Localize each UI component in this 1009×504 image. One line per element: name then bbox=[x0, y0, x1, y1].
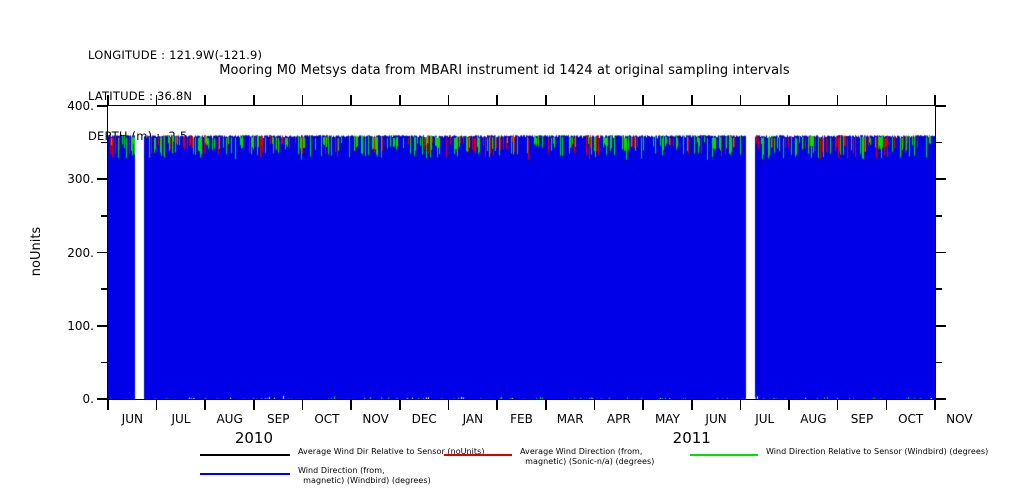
y-tick-major-right bbox=[935, 178, 946, 181]
legend-red: Average Wind Direction (from, magnetic) … bbox=[444, 447, 654, 466]
y-tick-minor-right bbox=[935, 288, 942, 290]
x-tick-top bbox=[739, 95, 742, 106]
x-tick-top bbox=[934, 95, 936, 106]
x-tick-label: MAY bbox=[654, 412, 680, 426]
x-tick-top bbox=[204, 95, 207, 106]
y-tick-major-right bbox=[935, 324, 946, 327]
x-tick-label: NOV bbox=[362, 412, 389, 426]
y-tick-minor bbox=[101, 288, 108, 290]
y-axis-title-label: noUnits bbox=[29, 226, 45, 277]
x-tick-label: AUG bbox=[216, 412, 243, 426]
latitude-text: LATITUDE : 36.8N bbox=[88, 88, 193, 103]
y-tick-minor bbox=[101, 215, 108, 217]
legend-green: Wind Direction Relative to Sensor (Windb… bbox=[690, 447, 988, 457]
y-tick-label: 200. bbox=[67, 245, 94, 260]
x-tick-top bbox=[593, 95, 596, 106]
legend-label: Average Wind Dir Relative to Sensor (noU… bbox=[298, 447, 485, 456]
x-tick-label: JUN bbox=[705, 412, 727, 426]
x-tick-bottom bbox=[447, 399, 450, 410]
x-tick-top bbox=[836, 95, 839, 106]
y-tick-major bbox=[97, 105, 108, 107]
x-tick-bottom bbox=[301, 399, 304, 410]
x-tick-top bbox=[301, 95, 304, 106]
x-tick-top bbox=[496, 95, 498, 106]
x-tick-bottom bbox=[204, 399, 207, 410]
legend-color-swatch bbox=[444, 454, 512, 456]
y-tick-label: 400. bbox=[67, 99, 94, 113]
x-tick-bottom bbox=[253, 399, 255, 410]
x-tick-top bbox=[642, 95, 644, 106]
x-tick-label: JUL bbox=[755, 412, 775, 426]
x-tick-bottom bbox=[836, 399, 839, 410]
x-tick-bottom bbox=[642, 399, 644, 410]
x-tick-bottom bbox=[690, 399, 693, 410]
x-tick-label: JAN bbox=[462, 412, 484, 426]
y-tick-major bbox=[97, 324, 108, 327]
y-tick-label: 0. bbox=[82, 392, 94, 406]
x-tick-top bbox=[788, 95, 790, 106]
x-tick-label: APR bbox=[606, 412, 631, 426]
x-tick-label: OCT bbox=[314, 412, 340, 426]
y-tick-minor-right bbox=[935, 361, 942, 364]
y-tick-major bbox=[97, 251, 108, 254]
x-tick-bottom bbox=[155, 399, 158, 410]
x-tick-bottom bbox=[934, 399, 936, 410]
x-axis-year-label: 2011 bbox=[672, 429, 711, 447]
legend-blue: Wind Direction (from, magnetic) (Windbir… bbox=[200, 466, 431, 485]
x-tick-label: SEP bbox=[267, 412, 290, 426]
x-tick-label: OCT bbox=[898, 412, 924, 426]
x-tick-top bbox=[447, 95, 450, 106]
longitude-text: LONGITUDE : 121.9W(-121.9) bbox=[88, 48, 263, 62]
legend-color-swatch bbox=[200, 473, 290, 475]
y-tick-minor bbox=[101, 361, 108, 364]
x-tick-bottom bbox=[545, 399, 547, 410]
y-tick-minor-right bbox=[935, 215, 942, 217]
y-tick-major-right bbox=[935, 398, 946, 400]
legend-label: Wind Direction (from, magnetic) (Windbir… bbox=[298, 466, 431, 485]
chart-title: Mooring M0 Metsys data from MBARI instru… bbox=[219, 63, 790, 78]
x-tick-label: NOV bbox=[946, 412, 973, 426]
legend-color-swatch bbox=[200, 454, 290, 456]
timeseries-plot-canvas bbox=[108, 106, 935, 399]
x-tick-top bbox=[107, 95, 109, 106]
x-tick-bottom bbox=[593, 399, 596, 410]
x-tick-label: FEB bbox=[510, 412, 533, 426]
y-tick-label: 100. bbox=[67, 318, 94, 333]
legend-black: Average Wind Dir Relative to Sensor (noU… bbox=[200, 447, 485, 457]
x-tick-top bbox=[350, 95, 353, 106]
x-tick-bottom bbox=[350, 399, 353, 410]
x-tick-bottom bbox=[885, 399, 888, 410]
y-tick-minor bbox=[101, 141, 108, 144]
y-axis-title: noUnits bbox=[28, 105, 46, 398]
legend-label: Average Wind Direction (from, magnetic) … bbox=[520, 447, 655, 466]
y-tick-major-right bbox=[935, 251, 946, 254]
plot-frame: 0. 100. 200. 300. 400. JUN JUL AUG SEP OCT NOV DEC J… bbox=[67, 95, 973, 447]
x-tick-label: JUL bbox=[171, 412, 191, 426]
y-tick-major-right bbox=[935, 105, 946, 107]
x-tick-label: MAR bbox=[556, 412, 584, 426]
x-tick-top bbox=[545, 95, 547, 106]
y-tick-label: 300. bbox=[67, 172, 94, 187]
x-tick-label: SEP bbox=[850, 412, 874, 426]
x-tick-bottom bbox=[496, 399, 498, 410]
x-axis-year-label: 2010 bbox=[234, 429, 274, 447]
x-tick-label: JUN bbox=[121, 412, 143, 426]
x-tick-bottom bbox=[107, 399, 109, 410]
y-tick-minor-right bbox=[935, 141, 942, 144]
y-tick-major bbox=[97, 178, 108, 181]
x-tick-bottom bbox=[739, 399, 742, 410]
legend-label: Wind Direction Relative to Sensor (Windb… bbox=[766, 447, 989, 456]
x-tick-top bbox=[690, 95, 693, 106]
x-tick-label: AUG bbox=[800, 412, 827, 426]
x-tick-top bbox=[399, 95, 401, 106]
x-tick-bottom bbox=[788, 399, 790, 410]
x-tick-label: DEC bbox=[411, 412, 437, 426]
chart-legend: Average Wind Dir Relative to Sensor (noU… bbox=[0, 443, 1009, 501]
y-tick-major bbox=[97, 398, 108, 400]
legend-color-swatch bbox=[690, 454, 758, 456]
x-tick-top bbox=[155, 95, 158, 106]
x-tick-top bbox=[253, 95, 255, 106]
x-tick-top bbox=[885, 95, 888, 106]
x-tick-bottom bbox=[399, 399, 401, 410]
